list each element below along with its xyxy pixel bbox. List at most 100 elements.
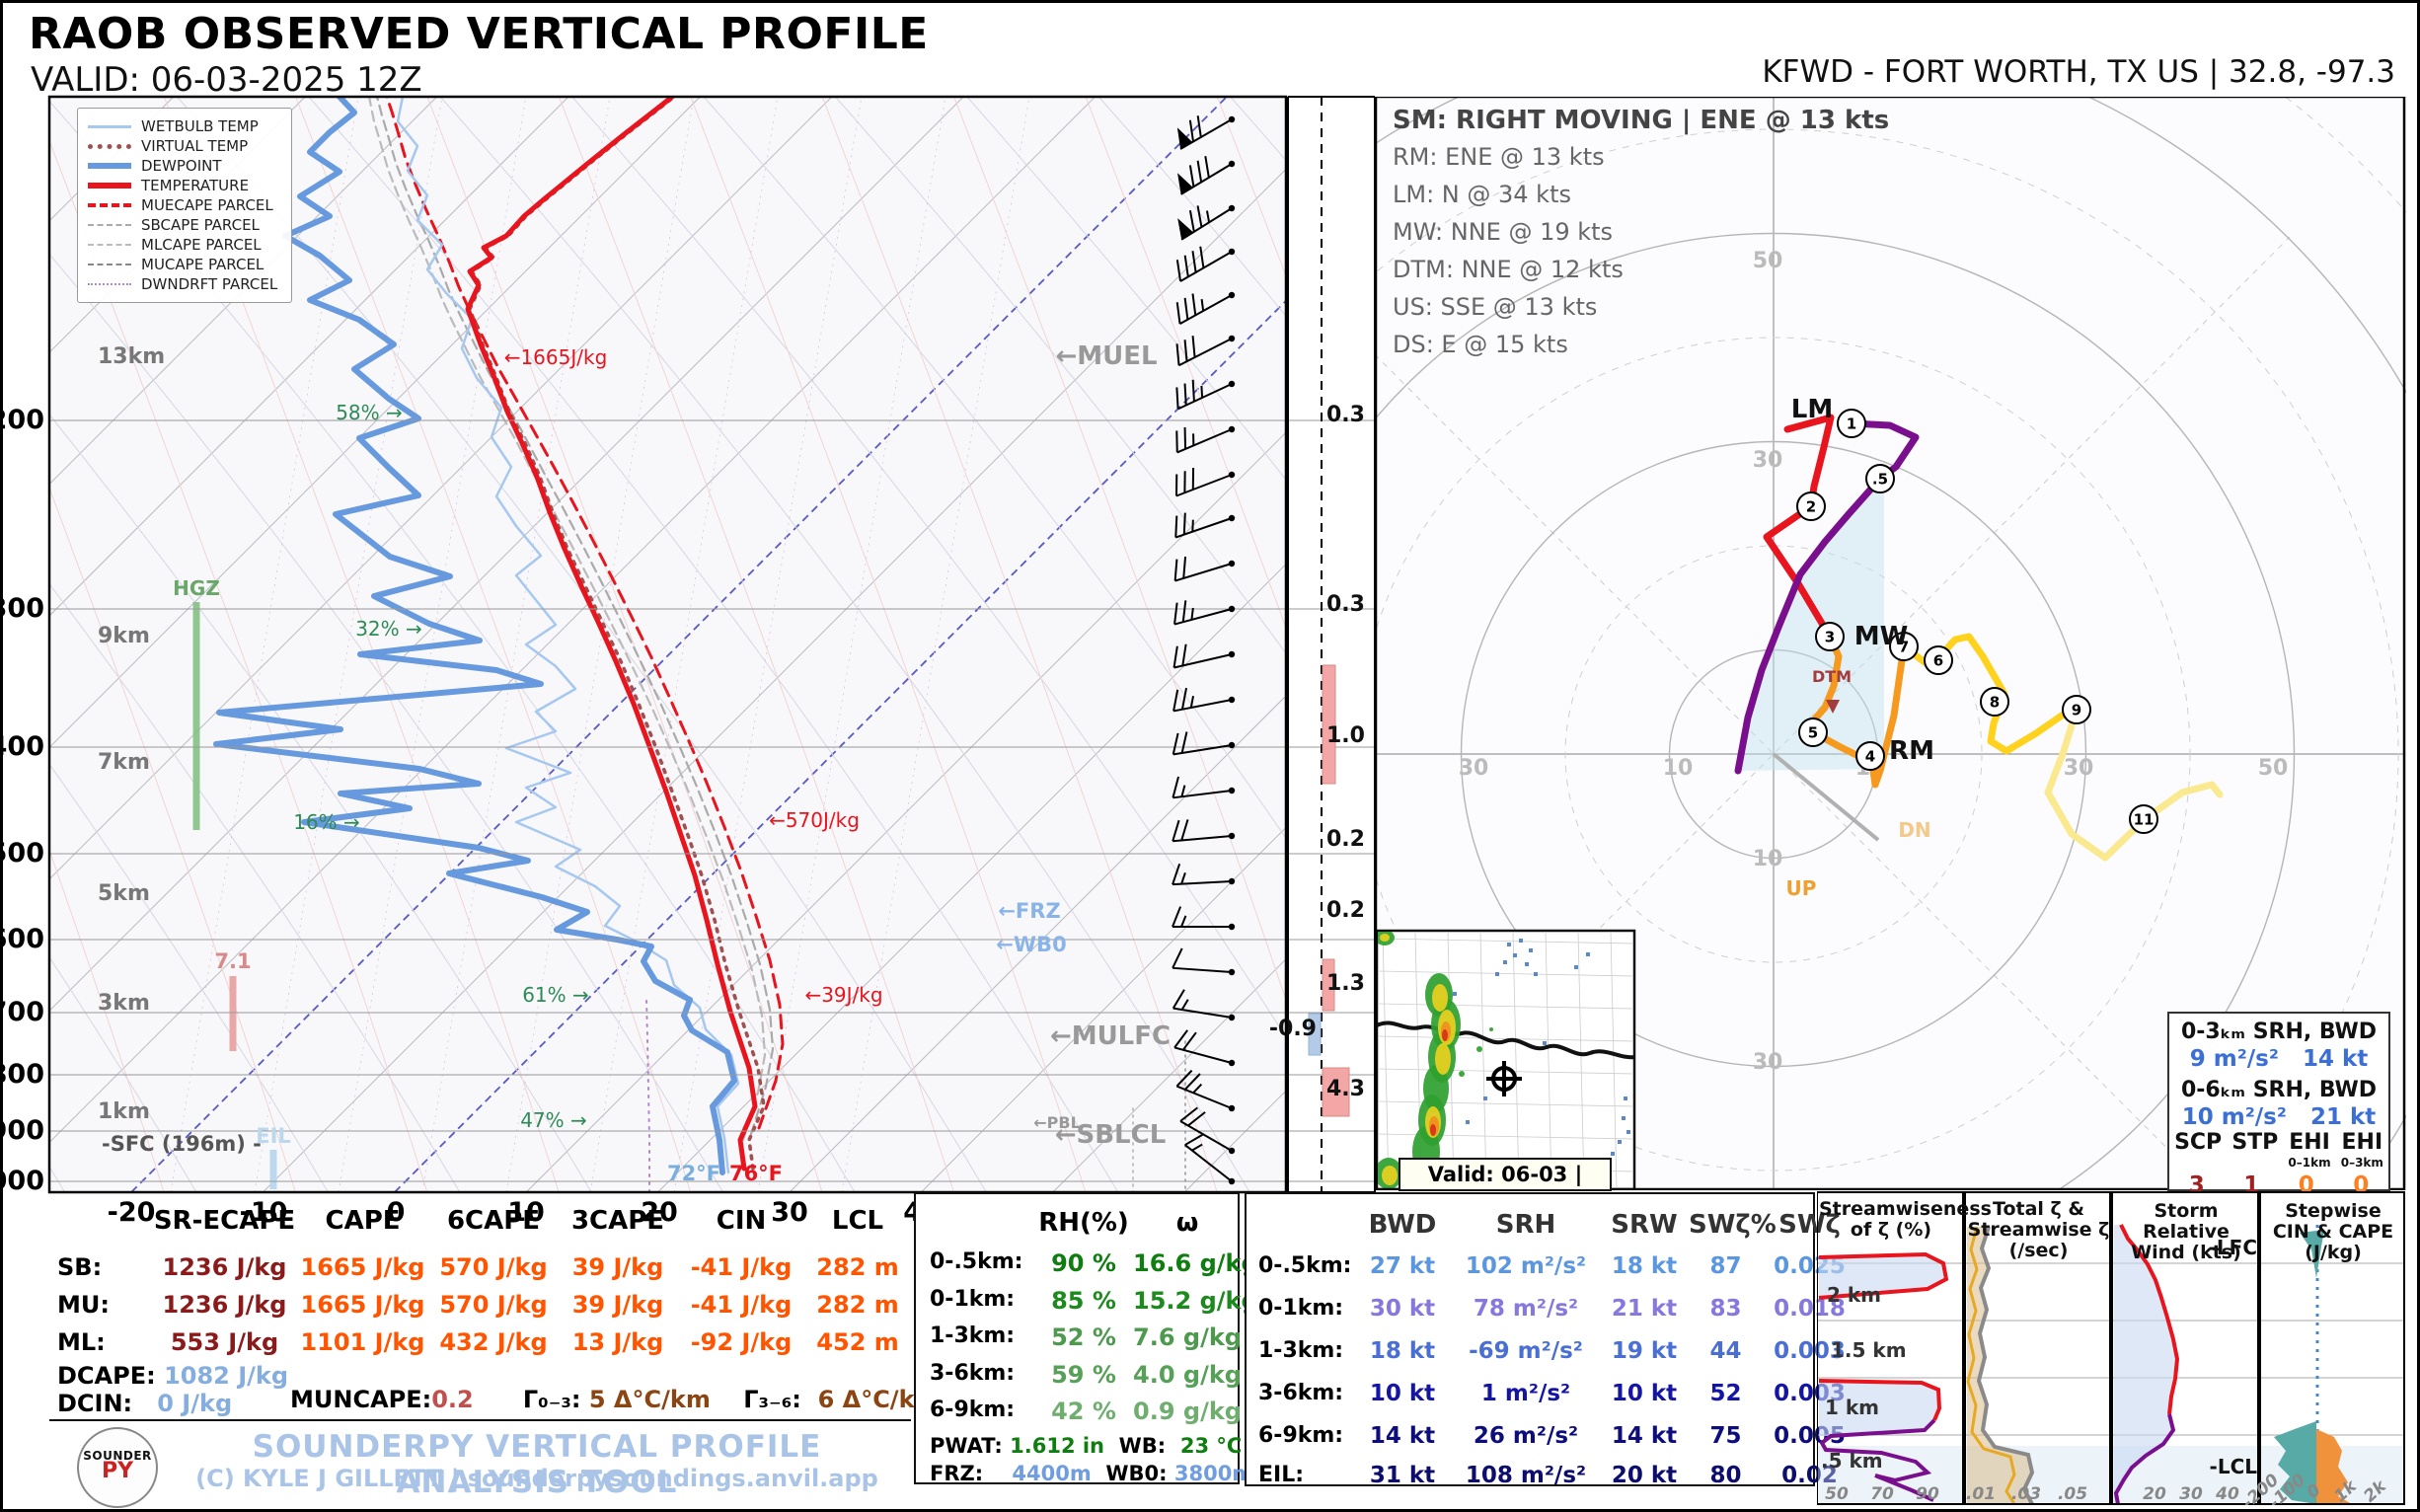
dcin-value: 0 J/kg	[157, 1390, 233, 1417]
rh-omega-table: RH(%) ω 0-.5km: 90 % 16.6 g/kg 0-1km: 85 % 15…	[914, 1192, 1258, 1485]
hodo-height-marker: .5	[1865, 464, 1895, 493]
mini-height-label: 1.5 km	[1831, 1338, 1907, 1362]
hodo-point-label: LM	[1791, 395, 1833, 424]
sbcape-parcel-line	[375, 97, 775, 1136]
skewt-annotation: 58% →	[336, 401, 403, 424]
wind-barb	[1177, 156, 1236, 195]
dry-adiabat-line	[1362, 97, 1376, 1192]
radar-echo	[1459, 1071, 1465, 1077]
dry-adiabat-line	[1097, 97, 1286, 318]
legend-item: MLCAPE PARCEL	[88, 235, 277, 255]
dry-adiabat-line	[49, 763, 329, 1192]
mixing-ratio-line	[170, 97, 359, 1192]
bwd-0-6-value: 21 kt	[2309, 1104, 2377, 1130]
ehi3-sub: 0–3km	[2340, 1156, 2383, 1170]
ehi3-header: EHI	[2341, 1130, 2383, 1155]
hodo-ring-label: 50	[1753, 249, 1783, 273]
mini-tick-label: 30	[2179, 1484, 2203, 1504]
radar-speckle	[1611, 1152, 1615, 1156]
mini-tick-label: 20	[2143, 1484, 2166, 1504]
wind-barb	[1174, 512, 1236, 539]
mini-level-label: -LFC	[2209, 1236, 2257, 1259]
stepwise-cin-area	[2274, 1421, 2316, 1504]
watermark-title: SOUNDERPY VERTICAL PROFILE ANALYSIS TOOL	[252, 1429, 822, 1500]
skewt-annotation: 32% →	[355, 617, 422, 641]
radar-speckle	[1507, 943, 1511, 946]
bwd-row: 3-6km: 10 kt 1 m²/s² 10 kt 52 0.003	[1258, 1381, 1846, 1406]
pressure-label: 800	[3, 1059, 44, 1090]
mini-panel-border	[2111, 1191, 2259, 1505]
radar-speckle	[1529, 948, 1533, 952]
wind-barb	[1175, 425, 1236, 454]
wind-barb	[1172, 863, 1236, 886]
ehi1-header: EHI	[2289, 1130, 2330, 1155]
thermo-row-mu: MU: 1236 J/kg 1665 J/kg 570 J/kg 39 J/kg -41…	[57, 1291, 899, 1319]
legend-item: MUECAPE PARCEL	[88, 195, 277, 215]
hodo-height-marker-label: 3	[1825, 629, 1835, 646]
hodo-ring-label: 10	[1663, 756, 1694, 781]
mixing-ratio-line	[338, 97, 527, 1192]
dry-adiabat-line	[49, 955, 197, 1192]
srh-0-3-value: 9 m²/s²	[2189, 1046, 2279, 1072]
stepwise-cin-area	[2300, 1230, 2324, 1278]
omega-value: 0.3	[1326, 403, 1365, 427]
stepwise-cape-area	[2316, 1429, 2352, 1504]
radar-echo	[1476, 1046, 1482, 1052]
isotherm-line	[49, 97, 833, 880]
dry-adiabat-line	[835, 97, 1286, 654]
srh-shaded-area	[1738, 479, 1884, 771]
omega-bar	[1322, 664, 1336, 785]
wind-barb	[1172, 643, 1236, 669]
skewt-annotation: ←WB0	[996, 933, 1066, 956]
hodograph-canvas: 503010303010103050.512354768911LMMWRMDTM…	[1376, 97, 2406, 1190]
bwd-srh-table: BWD SRH SRW SWζ% SWζ 0-.5km: 27 kt 102 m²/s² 18…	[1245, 1192, 1846, 1488]
hodo-height-marker-label: 5	[1808, 724, 1818, 742]
radar-speckle	[1586, 952, 1590, 956]
mixing-ratio-line	[673, 97, 863, 1192]
wind-barb	[1175, 246, 1236, 282]
legend-item: MUCAPE PARCEL	[88, 255, 277, 274]
skewt-annotation: ←MULFC	[1050, 1021, 1171, 1051]
isotherm-line	[49, 97, 1096, 1144]
rh-row: 3-6km: 59 % 4.0 g/kg	[930, 1361, 1242, 1389]
dwndrft-parcel-line	[645, 997, 650, 1192]
radar-speckle	[1495, 972, 1499, 976]
isotherm-line	[49, 97, 701, 749]
muncape-value: 0.2	[431, 1386, 474, 1413]
stp-header: STP	[2231, 1130, 2279, 1155]
skewt-annotation: ←MUEL	[1055, 341, 1157, 371]
wind-barb-column	[1172, 115, 1236, 1185]
lapse-0-3-value: 5 Δ°C/km	[588, 1386, 711, 1413]
mini-tick-label: 40	[2215, 1484, 2239, 1504]
dry-adiabat-line	[703, 97, 1286, 840]
moist-adiabat-line	[3, 97, 33, 1192]
wind-barb	[1179, 1106, 1236, 1155]
wind-barb	[1177, 204, 1236, 241]
isotherm-line	[394, 299, 1286, 1192]
ehi1-sub: 0–1km	[2288, 1156, 2331, 1170]
dewpoint-line	[213, 97, 737, 1175]
temp-tick-label: -20	[108, 1197, 156, 1227]
skewt-annotation: ←1665J/kg	[504, 345, 608, 369]
bwd-0-3-value: 14 kt	[2302, 1046, 2369, 1072]
moist-adiabat-line	[690, 97, 1087, 1192]
mini-charts-canvas: 2 km 1.5 km 1 km .5 km -LFC -LCL 50 70 90 .01 .03.…	[1817, 1191, 2405, 1505]
isotherm-line	[789, 695, 1286, 1192]
omega-value: -0.9	[1269, 1017, 1317, 1041]
hodo-ring	[1376, 128, 2399, 1190]
skewt-annotation: 7.1	[214, 949, 251, 973]
hodo-height-marker: 8	[1980, 687, 2009, 717]
rh-row: 1-3km: 52 % 7.6 g/kg	[930, 1323, 1242, 1351]
streamwiseness-curve	[1818, 1251, 1949, 1300]
moist-adiabat-line	[49, 849, 165, 1192]
height-label: 5km	[98, 881, 150, 906]
thermo-row-sb: SB: 1236 J/kg 1665 J/kg 570 J/kg 39 J/kg -41…	[57, 1253, 899, 1281]
wind-barb	[1173, 556, 1236, 582]
legend-item: WETBULB TEMP	[88, 116, 277, 136]
hodo-height-marker-label: 11	[2134, 811, 2155, 829]
moist-adiabat-line	[953, 97, 1286, 1002]
mucape-line-icon	[88, 264, 131, 265]
muncape-lapse-row: MUNCAPE:0.2 Γ₀₋₃: 5 Δ°C/km Γ₃₋₆: 6 Δ°C/k…	[290, 1386, 940, 1413]
streamwise-vorticity-curve	[1966, 1226, 2016, 1505]
mini-tick-label: .03	[2011, 1484, 2041, 1504]
